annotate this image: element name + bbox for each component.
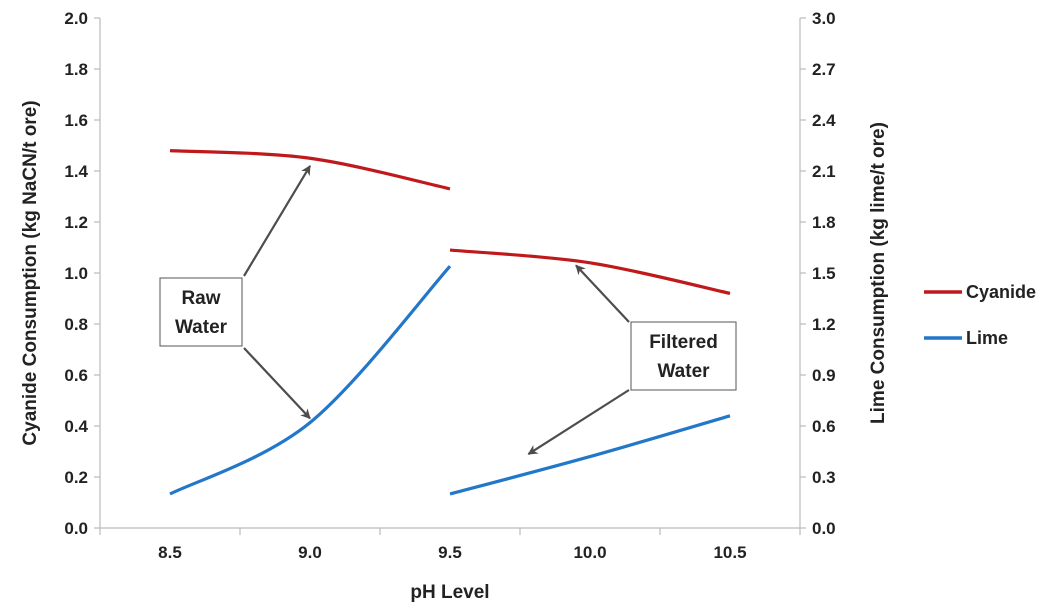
y-right-tick-label: 0.9 (812, 366, 836, 385)
y-left-tick-label: 1.4 (64, 162, 88, 181)
y-right-tick-label: 2.7 (812, 60, 836, 79)
y-left-tick-label: 0.6 (64, 366, 88, 385)
axes-layer: 8.5 9.0 9.5 10.0 10.5 0.0 0.2 0.4 0.6 0.8 1.0 1.2 1.… (20, 9, 889, 603)
series-line-lime-segment-2 (450, 416, 730, 494)
annotation-arrow (528, 390, 629, 454)
y-right-tick-label: 0.6 (812, 417, 836, 436)
y-right-tick-label: 3.0 (812, 9, 836, 28)
annotation-label: Water (175, 317, 228, 338)
y-left-tick-label: 0.8 (64, 315, 88, 334)
y-right-tick-label: 2.1 (812, 162, 836, 181)
y-right-tick-label: 0.3 (812, 468, 836, 487)
y-left-tick-label: 1.0 (64, 264, 88, 283)
series-line-cyanide-segment-1 (170, 151, 450, 189)
annotation-arrow (244, 166, 310, 276)
y-left-tick-label: 0.4 (64, 417, 88, 436)
x-tick-label: 10.5 (713, 543, 746, 562)
x-tick-label: 9.5 (438, 543, 462, 562)
y-right-tick-label: 1.5 (812, 264, 836, 283)
legend: Cyanide Lime (924, 282, 1036, 348)
legend-label-cyanide: Cyanide (966, 282, 1036, 302)
y-left-tick-label: 0.2 (64, 468, 88, 487)
y-right-tick-label: 1.2 (812, 315, 836, 334)
x-axis-title: pH Level (410, 582, 489, 603)
y-left-tick-label: 1.8 (64, 60, 88, 79)
x-tick-label: 10.0 (573, 543, 606, 562)
y-axis-right-title: Lime Consumption (kg lime/t ore) (868, 122, 889, 424)
series-line-cyanide-segment-2 (450, 250, 730, 293)
y-right-tick-label: 0.0 (812, 519, 836, 538)
y-left-tick-label: 0.0 (64, 519, 88, 538)
x-tick-label: 9.0 (298, 543, 322, 562)
annotation-label: Filtered (649, 332, 718, 353)
y-left-tick-label: 1.2 (64, 213, 88, 232)
y-axis-left-title: Cyanide Consumption (kg NaCN/t ore) (20, 100, 41, 445)
annotation-label: Water (657, 361, 710, 382)
annotations-layer: Raw Water Filtered Water (160, 166, 736, 454)
y-left-tick-label: 2.0 (64, 9, 88, 28)
annotation-arrow (576, 265, 629, 322)
annotation-arrow (244, 348, 310, 418)
y-right-tick-label: 1.8 (812, 213, 836, 232)
legend-label-lime: Lime (966, 328, 1008, 348)
x-tick-label: 8.5 (158, 543, 182, 562)
y-right-tick-label: 2.4 (812, 111, 836, 130)
y-left-tick-label: 1.6 (64, 111, 88, 130)
annotation-label: Raw (181, 288, 220, 309)
